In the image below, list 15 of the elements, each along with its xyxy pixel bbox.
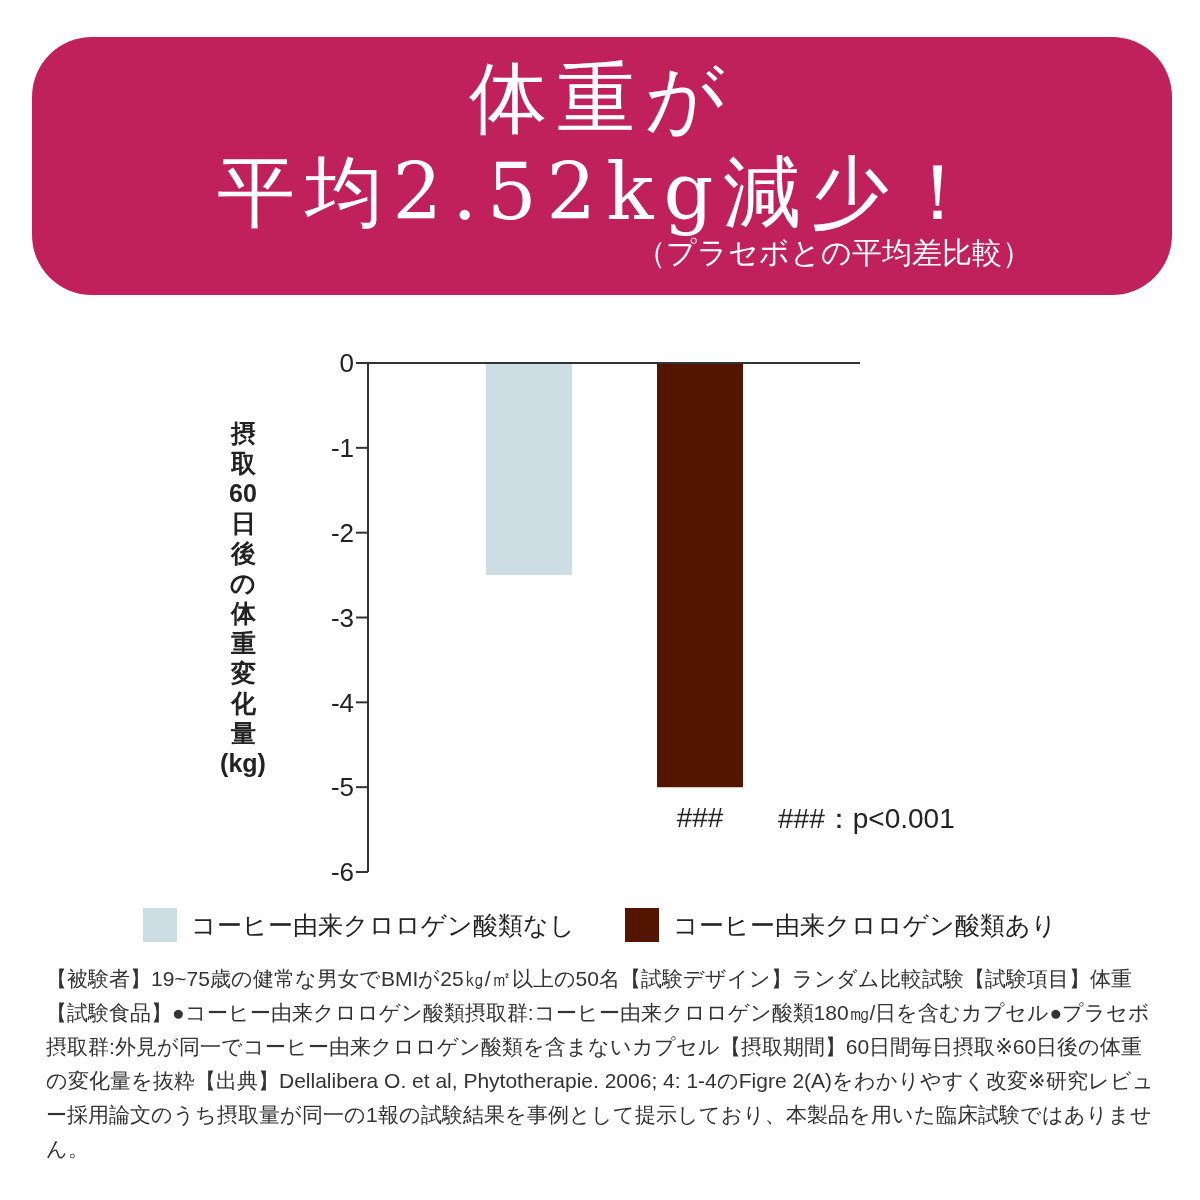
- y-tick-label: -5: [330, 772, 354, 803]
- y-tick-label: -6: [330, 857, 354, 888]
- text: 摂取60日後の体重変化量(kg): [220, 419, 266, 777]
- chart-subtitle: （プラセボとの平均差比較）: [636, 235, 1032, 272]
- y-tick-label: -1: [330, 433, 354, 464]
- legend-label: コーヒー由来クロロゲン酸類なし: [191, 909, 575, 941]
- annotation: ###：p<0.001: [778, 802, 955, 836]
- y-tick-label: -3: [330, 602, 354, 633]
- legend-label: コーヒー由来クロロゲン酸類あり: [673, 909, 1057, 941]
- y-tick-label: 0: [339, 348, 354, 379]
- y-tick-label: -2: [330, 517, 354, 548]
- text: 【被験者】19~75歳の健常な男女でBMIが25㎏/㎡以上の50名【試験デザイン】ランダム比較試験【試験項目】体重【試験食品】●コーヒー由来クロロゲン酸類摂取群:コーヒー由来クロロゲン酸類180㎎/日を含むカプセル●プラセボ摂取群:外見が同一でコーヒー由来クロロゲン酸類を含まないカプセル【摂取期間】60日間毎日摂取※60日後の体重の変化量を抜粋【出典】Dellalibera O. et al, Phytotherapie. 2006; 4: 1-4のFigre 2(A)をわかりやすく改変※研究レビュー採用論文のうち摂取量が同一の1報の試験結果を事例として提示しており、本製品を用いた臨床試験ではありません。: [46, 966, 1155, 1162]
- y-tick-label: -4: [330, 687, 354, 718]
- chart-title: 体重が平均2.52kg減少！: [215, 52, 989, 237]
- annotation: ###: [676, 802, 724, 834]
